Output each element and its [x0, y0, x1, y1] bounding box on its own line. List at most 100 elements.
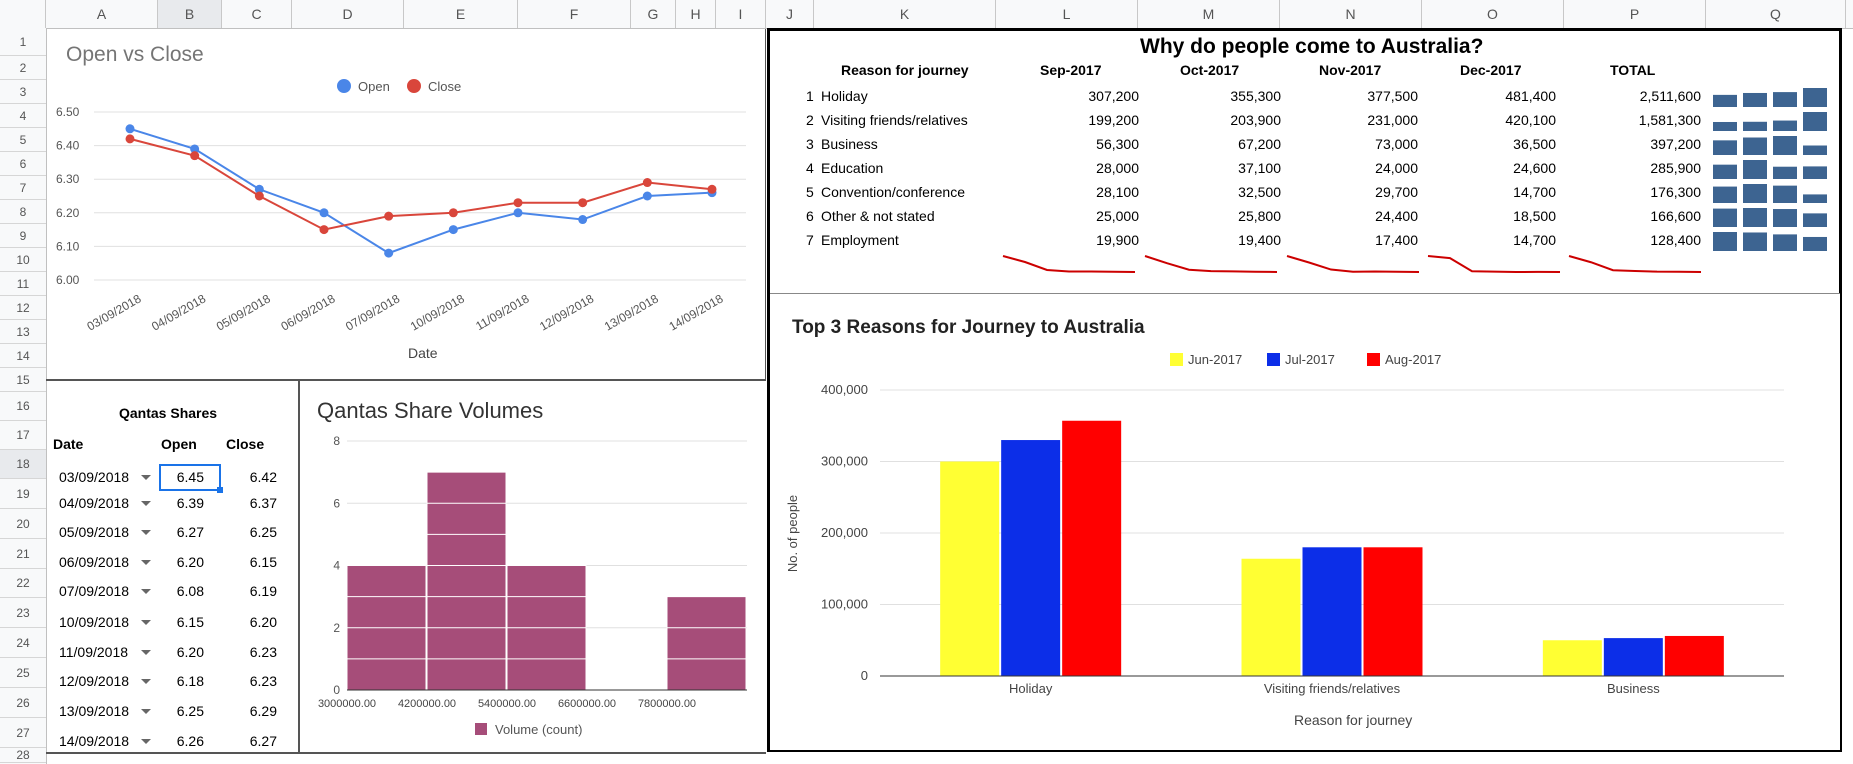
close-cell[interactable]: 6.23 [249, 673, 277, 689]
row-header-17[interactable]: 17 [0, 421, 46, 450]
table-row[interactable]: 11/09/2018 6.20 6.23 [48, 641, 298, 667]
date-cell[interactable]: 04/09/2018 [59, 495, 130, 511]
row-header-18[interactable]: 18 [0, 450, 46, 479]
row-header-20[interactable]: 20 [0, 509, 46, 539]
table-row[interactable]: 10/09/2018 6.15 6.20 [48, 611, 298, 637]
column-header-N[interactable]: N [1280, 0, 1422, 28]
table-row[interactable]: 03/09/2018 6.45 6.42 [48, 464, 298, 493]
row-header-8[interactable]: 8 [0, 200, 46, 224]
table-row[interactable]: 05/09/2018 6.27 6.25 [48, 521, 298, 547]
row-header-4[interactable]: 4 [0, 104, 46, 128]
close-cell[interactable]: 6.27 [249, 733, 277, 749]
row-header-14[interactable]: 14 [0, 344, 46, 368]
row-header-11[interactable]: 11 [0, 272, 46, 296]
column-header-A[interactable]: A [46, 0, 158, 28]
open-cell[interactable]: 6.20 [176, 644, 204, 660]
column-header-H[interactable]: H [676, 0, 716, 28]
column-header-C[interactable]: C [222, 0, 292, 28]
dropdown-arrow-icon[interactable] [141, 650, 151, 655]
date-cell[interactable]: 03/09/2018 [59, 469, 130, 485]
open-cell[interactable]: 6.39 [176, 495, 204, 511]
row-header-19[interactable]: 19 [0, 479, 46, 509]
open-cell[interactable]: 6.20 [176, 554, 204, 570]
column-header-F[interactable]: F [518, 0, 631, 28]
open-vs-close-chart[interactable]: Open vs Close 6.00 6.10 6.20 6.30 6.40 6.50 03… [48, 29, 766, 379]
table-row[interactable]: 04/09/2018 6.39 6.37 [48, 492, 298, 518]
column-header-L[interactable]: L [996, 0, 1138, 28]
open-cell[interactable]: 6.18 [176, 673, 204, 689]
dropdown-arrow-icon[interactable] [141, 739, 151, 744]
column-header-K[interactable]: K [814, 0, 996, 28]
dropdown-arrow-icon[interactable] [141, 530, 151, 535]
row-header-13[interactable]: 13 [0, 320, 46, 344]
dropdown-arrow-icon[interactable] [141, 560, 151, 565]
column-header-B[interactable]: B [158, 0, 222, 28]
row-header-9[interactable]: 9 [0, 224, 46, 248]
date-cell[interactable]: 12/09/2018 [59, 673, 130, 689]
date-cell[interactable]: 05/09/2018 [59, 524, 130, 540]
open-cell[interactable]: 6.26 [176, 733, 204, 749]
table-row[interactable]: 1 Holiday 307,200 355,300 377,500 481,400 2,51… [770, 86, 1840, 108]
top3-reasons-chart[interactable]: Top 3 Reasons for Journey to Australia 0… [770, 294, 1840, 750]
select-all-corner[interactable] [0, 0, 46, 28]
close-cell[interactable]: 6.23 [249, 644, 277, 660]
row-header-12[interactable]: 12 [0, 296, 46, 320]
date-cell[interactable]: 07/09/2018 [59, 583, 130, 599]
table-row[interactable]: 6 Other & not stated 25,000 25,800 24,400 18,… [770, 206, 1840, 228]
row-header-1[interactable]: 1 [0, 28, 46, 56]
row-header-10[interactable]: 10 [0, 248, 46, 272]
open-cell[interactable]: 6.27 [176, 524, 204, 540]
table-row[interactable]: 07/09/2018 6.08 6.19 [48, 580, 298, 606]
row-header-28[interactable]: 28 [0, 748, 46, 763]
row-header-15[interactable]: 15 [0, 368, 46, 392]
dropdown-arrow-icon[interactable] [141, 475, 151, 480]
table-row[interactable]: 13/09/2018 6.25 6.29 [48, 700, 298, 726]
column-header-I[interactable]: I [716, 0, 766, 28]
column-header-G[interactable]: G [631, 0, 676, 28]
close-cell[interactable]: 6.42 [249, 469, 277, 485]
row-header-25[interactable]: 25 [0, 658, 46, 688]
column-header-O[interactable]: O [1422, 0, 1564, 28]
dropdown-arrow-icon[interactable] [141, 620, 151, 625]
row-header-6[interactable]: 6 [0, 152, 46, 176]
close-cell[interactable]: 6.37 [249, 495, 277, 511]
close-cell[interactable]: 6.15 [249, 554, 277, 570]
table-row[interactable]: 3 Business 56,300 67,200 73,000 36,500 397,200 [770, 134, 1840, 156]
column-header-Q[interactable]: Q [1706, 0, 1846, 28]
dropdown-arrow-icon[interactable] [141, 589, 151, 594]
open-cell[interactable]: 6.08 [176, 583, 204, 599]
date-cell[interactable]: 10/09/2018 [59, 614, 130, 630]
dropdown-arrow-icon[interactable] [141, 709, 151, 714]
fill-handle[interactable] [217, 487, 223, 493]
open-cell[interactable]: 6.45 [176, 469, 204, 485]
table-row[interactable]: 7 Employment 19,900 19,400 17,400 14,700 128,4… [770, 230, 1840, 252]
row-header-23[interactable]: 23 [0, 598, 46, 628]
column-header-E[interactable]: E [404, 0, 518, 28]
close-cell[interactable]: 6.29 [249, 703, 277, 719]
open-cell[interactable]: 6.25 [176, 703, 204, 719]
column-header-P[interactable]: P [1564, 0, 1706, 28]
date-cell[interactable]: 13/09/2018 [59, 703, 130, 719]
table-row[interactable]: 4 Education 28,000 37,100 24,000 24,600 285,90… [770, 158, 1840, 180]
table-row[interactable]: 12/09/2018 6.18 6.23 [48, 670, 298, 696]
row-header-27[interactable]: 27 [0, 718, 46, 748]
row-header-5[interactable]: 5 [0, 128, 46, 152]
table-row[interactable]: 14/09/2018 6.26 6.27 [48, 730, 298, 756]
date-cell[interactable]: 11/09/2018 [59, 644, 129, 660]
share-volumes-chart[interactable]: Qantas Share Volumes 0 2 4 6 8 3000000.00 4200… [300, 381, 765, 753]
column-header-D[interactable]: D [292, 0, 404, 28]
date-cell[interactable]: 14/09/2018 [59, 733, 130, 749]
table-row[interactable]: 06/09/2018 6.20 6.15 [48, 551, 298, 577]
row-header-22[interactable]: 22 [0, 569, 46, 598]
dropdown-arrow-icon[interactable] [141, 501, 151, 506]
close-cell[interactable]: 6.20 [249, 614, 277, 630]
row-header-21[interactable]: 21 [0, 539, 46, 569]
row-header-3[interactable]: 3 [0, 80, 46, 104]
close-cell[interactable]: 6.25 [249, 524, 277, 540]
close-cell[interactable]: 6.19 [249, 583, 277, 599]
table-row[interactable]: 5 Convention/conference 28,100 32,500 29,700… [770, 182, 1840, 204]
row-header-24[interactable]: 24 [0, 628, 46, 658]
date-cell[interactable]: 06/09/2018 [59, 554, 130, 570]
table-row[interactable]: 2 Visiting friends/relatives 199,200 203,90… [770, 110, 1840, 132]
row-header-2[interactable]: 2 [0, 56, 46, 80]
